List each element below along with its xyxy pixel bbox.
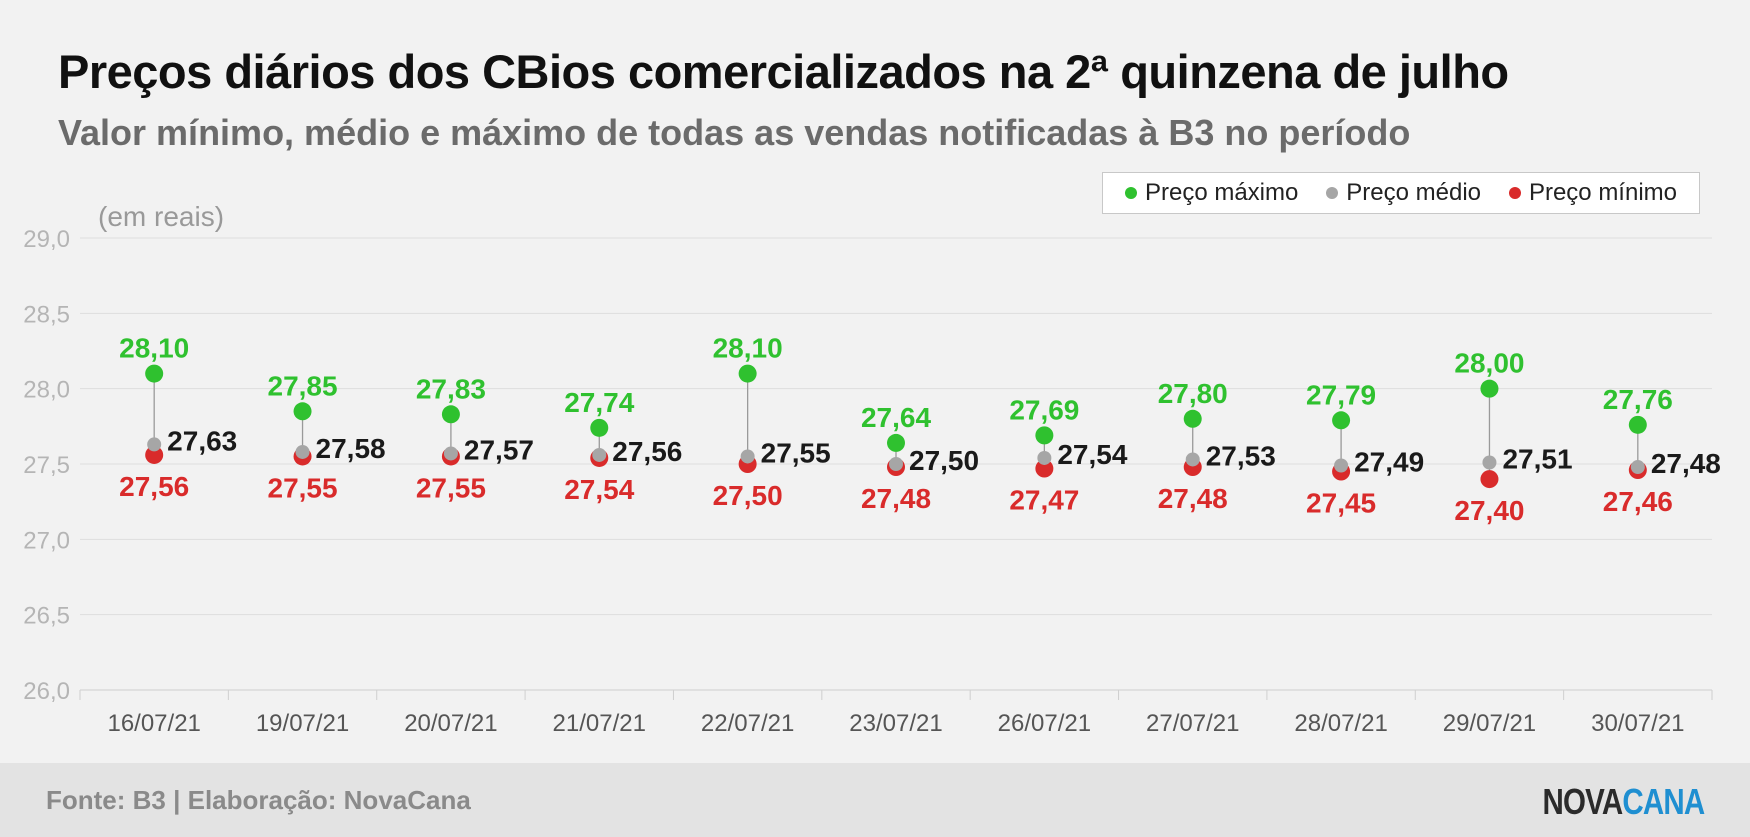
legend-dot-avg (1326, 187, 1339, 199)
avg-point (1630, 460, 1645, 475)
source-text: Fonte: B3 | Elaboração: NovaCana (46, 785, 471, 815)
legend-label-max: Preço máximo (1144, 179, 1299, 206)
x-tick-label: 22/07/21 (701, 710, 794, 737)
avg-point (147, 437, 162, 452)
unit-label: (em reais) (98, 201, 224, 232)
max-point (145, 364, 164, 383)
avg-point (889, 457, 903, 471)
max-value-label: 27,80 (1158, 378, 1228, 409)
max-value-label: 27,64 (861, 402, 931, 433)
min-value-label: 27,46 (1603, 486, 1673, 517)
min-value-label: 27,48 (1158, 483, 1228, 514)
avg-point (1482, 455, 1497, 470)
min-point (1035, 459, 1054, 478)
max-point (441, 405, 460, 424)
max-value-label: 27,76 (1603, 384, 1673, 415)
min-value-label: 27,56 (119, 471, 189, 502)
min-value-label: 27,50 (713, 480, 783, 511)
legend-dot-max (1124, 187, 1137, 199)
min-value-label: 27,55 (416, 472, 486, 503)
max-point (293, 402, 312, 421)
min-point (145, 445, 164, 464)
max-point (1628, 415, 1647, 434)
x-tick-label: 27/07/21 (1146, 710, 1239, 737)
max-value-label: 28,00 (1454, 348, 1524, 379)
max-point (1035, 426, 1054, 445)
x-tick-label: 19/07/21 (256, 710, 349, 737)
y-tick-label: 28,5 (23, 301, 70, 328)
x-tick-label: 20/07/21 (404, 710, 497, 737)
avg-value-label: 27,56 (612, 436, 682, 467)
avg-value-label: 27,55 (761, 437, 831, 468)
avg-value-label: 27,50 (909, 445, 979, 476)
min-value-label: 27,54 (564, 474, 634, 505)
x-tick-label: 26/07/21 (998, 710, 1091, 737)
avg-value-label: 27,49 (1354, 447, 1424, 478)
max-value-label: 27,74 (564, 387, 634, 418)
y-tick-label: 26,0 (23, 678, 70, 705)
avg-point (1185, 452, 1200, 467)
x-tick-label: 21/07/21 (553, 710, 646, 737)
footer: Fonte: B3 | Elaboração: NovaCana NOVACAN… (0, 763, 1750, 837)
max-point (1332, 411, 1351, 430)
legend-label-avg: Preço médio (1346, 179, 1482, 206)
max-value-label: 27,79 (1306, 379, 1376, 410)
max-value-label: 28,10 (119, 333, 189, 364)
price-chart: 26,0 26,5 27,0 27,5 28,0 28,5 29,0 16/07/21 19/0… (23, 201, 1721, 737)
min-value-label: 27,47 (1009, 485, 1079, 516)
min-value-label: 27,45 (1306, 488, 1376, 519)
y-tick-label: 26,5 (23, 603, 70, 630)
x-tick-label: 16/07/21 (107, 710, 200, 737)
max-point (887, 433, 905, 452)
x-tick-label: 23/07/21 (849, 710, 942, 737)
chart-title: Preços diários dos CBios comercializados… (58, 45, 1509, 98)
max-point (590, 418, 609, 437)
x-tick-label: 28/07/21 (1294, 710, 1387, 737)
avg-point (443, 446, 458, 461)
max-point (738, 364, 757, 383)
max-value-label: 27,69 (1009, 394, 1079, 425)
avg-point (740, 449, 755, 464)
min-value-label: 27,40 (1454, 495, 1524, 526)
avg-point (592, 447, 607, 462)
min-value-label: 27,55 (268, 472, 338, 503)
novacana-logo: NOVACANA (1542, 781, 1705, 823)
max-value-label: 27,83 (416, 373, 486, 404)
y-tick-label: 27,0 (23, 527, 70, 554)
max-value-label: 28,10 (713, 333, 783, 364)
logo-part-cana: CANA (1622, 781, 1705, 822)
avg-value-label: 27,48 (1651, 448, 1721, 479)
max-point (1183, 409, 1202, 428)
x-tick-label: 30/07/21 (1591, 710, 1684, 737)
avg-value-label: 27,53 (1206, 440, 1276, 471)
max-value-label: 27,85 (268, 370, 338, 401)
avg-value-label: 27,57 (464, 434, 534, 465)
legend-label-min: Preço mínimo (1528, 179, 1677, 206)
y-tick-label: 29,0 (23, 226, 70, 253)
legend: Preço máximo Preço médio Preço mínimo (1102, 172, 1700, 214)
min-point (1480, 470, 1499, 489)
y-tick-label: 28,0 (23, 377, 70, 404)
avg-value-label: 27,63 (167, 425, 237, 456)
avg-point (1334, 458, 1349, 473)
logo-part-nova: NOVA (1542, 781, 1623, 822)
min-value-label: 27,48 (861, 483, 931, 514)
avg-point (295, 444, 310, 459)
max-point (1480, 379, 1499, 398)
legend-item-max: Preço máximo (1124, 179, 1299, 207)
legend-item-min: Preço mínimo (1508, 179, 1677, 207)
x-tick-label: 29/07/21 (1443, 710, 1536, 737)
legend-item-avg: Preço médio (1326, 179, 1481, 207)
avg-value-label: 27,51 (1502, 443, 1572, 474)
y-tick-label: 27,5 (23, 452, 70, 479)
avg-point (1037, 450, 1052, 465)
legend-dot-min (1508, 187, 1521, 199)
chart-subtitle: Valor mínimo, médio e máximo de todas as… (58, 112, 1411, 153)
avg-value-label: 27,58 (316, 433, 386, 464)
avg-value-label: 27,54 (1057, 439, 1127, 470)
